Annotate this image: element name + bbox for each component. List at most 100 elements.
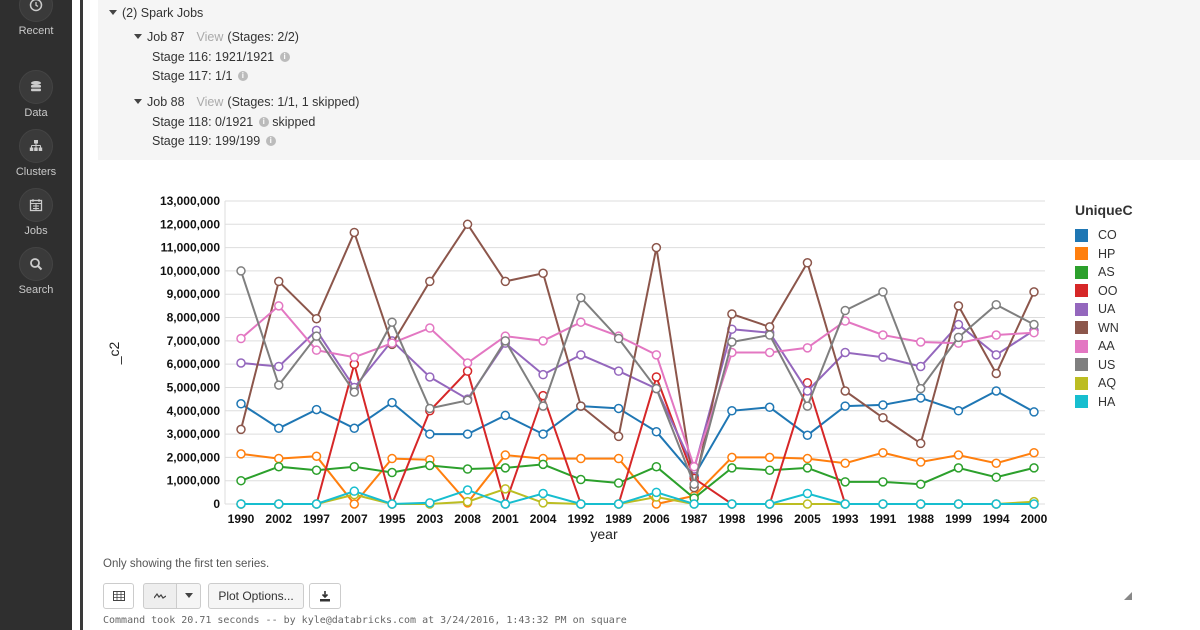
data-point[interactable] — [236, 499, 246, 509]
data-point[interactable] — [840, 477, 850, 487]
data-point[interactable] — [953, 499, 964, 509]
job-row[interactable]: Job 87 View (Stages: 2/2) — [134, 30, 299, 44]
data-point[interactable] — [915, 337, 926, 347]
data-point[interactable] — [538, 268, 548, 279]
data-point[interactable] — [425, 498, 435, 508]
data-point[interactable] — [802, 499, 813, 509]
legend-item[interactable]: AS — [1075, 263, 1133, 282]
data-point[interactable] — [878, 330, 888, 340]
data-point[interactable] — [274, 423, 284, 433]
data-point[interactable] — [651, 372, 662, 382]
data-point[interactable] — [576, 453, 586, 464]
data-point[interactable] — [462, 219, 473, 230]
data-point[interactable] — [387, 467, 397, 478]
data-point[interactable] — [236, 358, 246, 368]
data-point[interactable] — [689, 499, 699, 509]
data-point[interactable] — [953, 463, 964, 473]
info-icon[interactable]: i — [258, 116, 269, 127]
legend-item[interactable]: AA — [1075, 337, 1133, 356]
data-point[interactable] — [915, 438, 926, 449]
data-point[interactable] — [349, 352, 360, 362]
legend-item[interactable]: CO — [1075, 226, 1133, 245]
data-point[interactable] — [500, 499, 511, 509]
data-point[interactable] — [462, 464, 473, 474]
data-point[interactable] — [915, 457, 926, 467]
data-point[interactable] — [991, 368, 1001, 379]
data-point[interactable] — [915, 499, 926, 509]
data-point[interactable] — [576, 499, 586, 509]
data-point[interactable] — [1029, 327, 1039, 338]
data-point[interactable] — [651, 350, 662, 360]
legend-item[interactable]: AQ — [1075, 374, 1133, 393]
data-point[interactable] — [727, 463, 737, 473]
data-point[interactable] — [311, 465, 322, 475]
data-point[interactable] — [613, 366, 624, 376]
data-point[interactable] — [727, 337, 737, 347]
data-point[interactable] — [349, 486, 360, 496]
data-point[interactable] — [651, 426, 662, 437]
data-point[interactable] — [538, 336, 548, 346]
data-point[interactable] — [576, 350, 586, 360]
data-point[interactable] — [462, 395, 473, 406]
data-point[interactable] — [236, 424, 246, 435]
data-point[interactable] — [462, 366, 473, 376]
data-point[interactable] — [878, 477, 888, 487]
data-point[interactable] — [538, 369, 548, 380]
data-point[interactable] — [727, 452, 737, 463]
data-point[interactable] — [425, 429, 435, 439]
data-point[interactable] — [1029, 407, 1039, 417]
data-point[interactable] — [613, 403, 624, 414]
data-point[interactable] — [802, 453, 813, 464]
data-point[interactable] — [915, 393, 926, 403]
data-point[interactable] — [274, 499, 284, 509]
job-row[interactable]: Job 88 View (Stages: 1/1, 1 skipped) — [134, 95, 359, 109]
data-point[interactable] — [387, 317, 397, 327]
data-point[interactable] — [764, 330, 775, 340]
data-point[interactable] — [462, 496, 473, 507]
data-point[interactable] — [500, 276, 511, 287]
data-point[interactable] — [651, 487, 662, 498]
data-point[interactable] — [613, 453, 624, 464]
data-point[interactable] — [802, 488, 813, 499]
data-point[interactable] — [1029, 463, 1039, 473]
data-point[interactable] — [462, 358, 473, 368]
data-point[interactable] — [349, 227, 360, 238]
data-point[interactable] — [764, 465, 775, 475]
data-point[interactable] — [500, 463, 511, 473]
data-point[interactable] — [500, 484, 511, 494]
data-point[interactable] — [840, 458, 850, 468]
data-point[interactable] — [1029, 447, 1039, 458]
data-point[interactable] — [802, 430, 813, 440]
chart-view-button[interactable] — [143, 583, 177, 609]
data-point[interactable] — [878, 352, 888, 362]
data-point[interactable] — [802, 463, 813, 473]
data-point[interactable] — [349, 499, 360, 509]
data-point[interactable] — [802, 401, 813, 411]
legend-item[interactable]: US — [1075, 356, 1133, 375]
legend-item[interactable]: UA — [1075, 300, 1133, 319]
data-point[interactable] — [311, 499, 322, 509]
data-point[interactable] — [613, 478, 624, 488]
data-point[interactable] — [500, 450, 511, 460]
data-point[interactable] — [236, 266, 246, 276]
info-icon[interactable]: i — [237, 70, 248, 81]
data-point[interactable] — [576, 401, 586, 411]
data-point[interactable] — [311, 313, 322, 324]
data-point[interactable] — [991, 472, 1001, 482]
data-point[interactable] — [953, 319, 964, 330]
data-point[interactable] — [349, 387, 360, 397]
chart-type-dropdown[interactable] — [177, 583, 201, 609]
data-point[interactable] — [387, 397, 397, 408]
data-point[interactable] — [991, 458, 1001, 468]
data-point[interactable] — [727, 309, 737, 319]
data-point[interactable] — [991, 350, 1001, 360]
data-point[interactable] — [689, 461, 699, 472]
data-point[interactable] — [991, 299, 1001, 310]
data-point[interactable] — [274, 453, 284, 464]
data-point[interactable] — [576, 317, 586, 327]
info-icon[interactable]: i — [279, 51, 290, 62]
sidebar-item-clusters[interactable]: Clusters — [0, 129, 72, 178]
data-point[interactable] — [840, 305, 850, 316]
download-button[interactable] — [309, 583, 341, 609]
data-point[interactable] — [425, 460, 435, 471]
